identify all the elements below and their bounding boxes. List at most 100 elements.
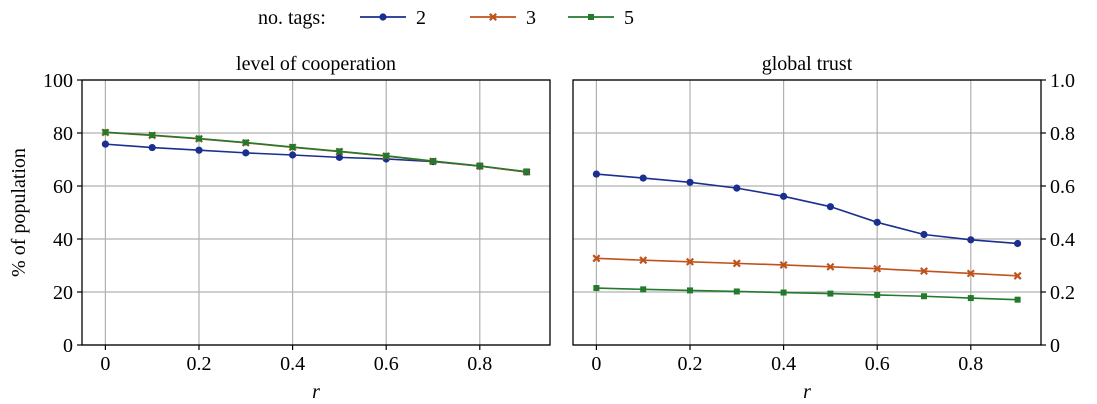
data-point [639,174,647,182]
series-2 [592,170,1022,248]
data-point [592,254,601,263]
data-point [732,259,741,268]
data-point [1013,271,1022,280]
series-5 [102,129,530,175]
y-tick-label: 80 [53,123,73,145]
y-axis-label: % of population [8,148,30,277]
data-point [779,260,788,269]
data-point [148,143,156,152]
data-point [289,144,296,151]
x-axis-label: r [803,381,811,403]
data-point [686,178,694,186]
y-tick-label: 60 [53,176,73,198]
x-tick-label: 0.4 [771,353,796,375]
legend-item-3: 3 [470,7,536,29]
data-point [242,149,250,157]
legend-title: no. tags: [258,7,326,29]
data-point [873,218,881,226]
data-point [102,129,109,136]
data-point [101,140,109,148]
legend-item-2: 2 [360,7,426,29]
series-2 [101,140,531,176]
y-tick-label: 0.8 [1050,123,1075,145]
data-point [523,168,530,175]
panel-global-trust [572,79,1046,350]
data-point [242,139,249,146]
legend-label-3: 3 [526,7,536,29]
legend-marker-3 [489,13,497,21]
x-tick-label: 0.8 [467,353,492,375]
series-line-3 [596,257,1018,277]
series-5 [593,285,1021,303]
data-point [592,170,601,178]
data-point [874,291,881,298]
legend-label-5: 5 [624,7,634,29]
y-tick-label: 0.2 [1050,282,1075,304]
data-point [335,153,343,161]
data-point [826,262,835,271]
grid [82,79,550,346]
x-tick-label: 0.8 [958,353,983,375]
series-3 [592,254,1022,280]
data-point [1014,296,1021,303]
y-tick-label: 20 [53,282,73,304]
y-tick-label: 0.6 [1050,176,1075,198]
y-tick-label: 40 [53,229,73,251]
data-point [733,184,741,192]
data-point [920,230,928,239]
data-point [1014,239,1022,248]
panel-level-of-cooperation [77,79,551,350]
data-point [780,289,787,296]
y-tick-label: 0 [1050,335,1060,357]
data-point [873,264,882,273]
x-tick-label: 0.2 [678,353,703,375]
series-line-5 [596,287,1018,301]
series-line-3 [105,131,527,173]
legend-marker-2 [379,13,387,21]
data-point [289,151,297,159]
y-tick-label: 0 [63,335,73,357]
x-axis-label: r [312,381,320,403]
data-point [640,286,647,293]
data-point [967,295,974,302]
x-tick-label: 0.2 [187,353,212,375]
y-tick-label: 0.4 [1050,229,1075,251]
x-tick-label: 0 [591,353,601,375]
x-tick-label: 0 [100,353,110,375]
y-tick-label: 100 [43,70,73,92]
y-tick-label: 1.0 [1050,70,1075,92]
x-tick-label: 0.6 [865,353,890,375]
data-point [920,267,928,276]
data-point [733,288,740,295]
data-point [966,269,975,278]
data-point [593,285,600,292]
data-point [195,146,203,154]
data-point [476,162,483,169]
data-point [430,158,436,165]
data-point [639,256,648,265]
data-point [686,257,694,266]
x-tick-label: 0.4 [280,353,305,375]
data-point [149,132,156,139]
axis-texts: 0 0.2 0.4 0.6 0.8 0 20 40 60 80 100 level of cooper… [8,53,1075,403]
legend: no. tags: 2 3 5 [258,7,634,29]
plot-frame [572,79,1042,346]
grid [573,79,1041,346]
legend-item-5: 5 [568,7,634,29]
series-line-5 [105,131,527,173]
legend-marker-5 [588,14,594,20]
data-point [687,287,693,294]
data-point [383,152,390,159]
data-point [967,236,975,244]
data-point [921,293,927,300]
data-point [826,203,835,211]
data-point [780,192,788,200]
data-point [196,135,202,142]
data-point [827,290,834,297]
x-tick-label: 0.6 [374,353,399,375]
series-line-2 [105,143,527,173]
legend-label-2: 2 [416,7,426,29]
data-point [336,148,343,155]
panel-title: global trust [762,53,853,75]
